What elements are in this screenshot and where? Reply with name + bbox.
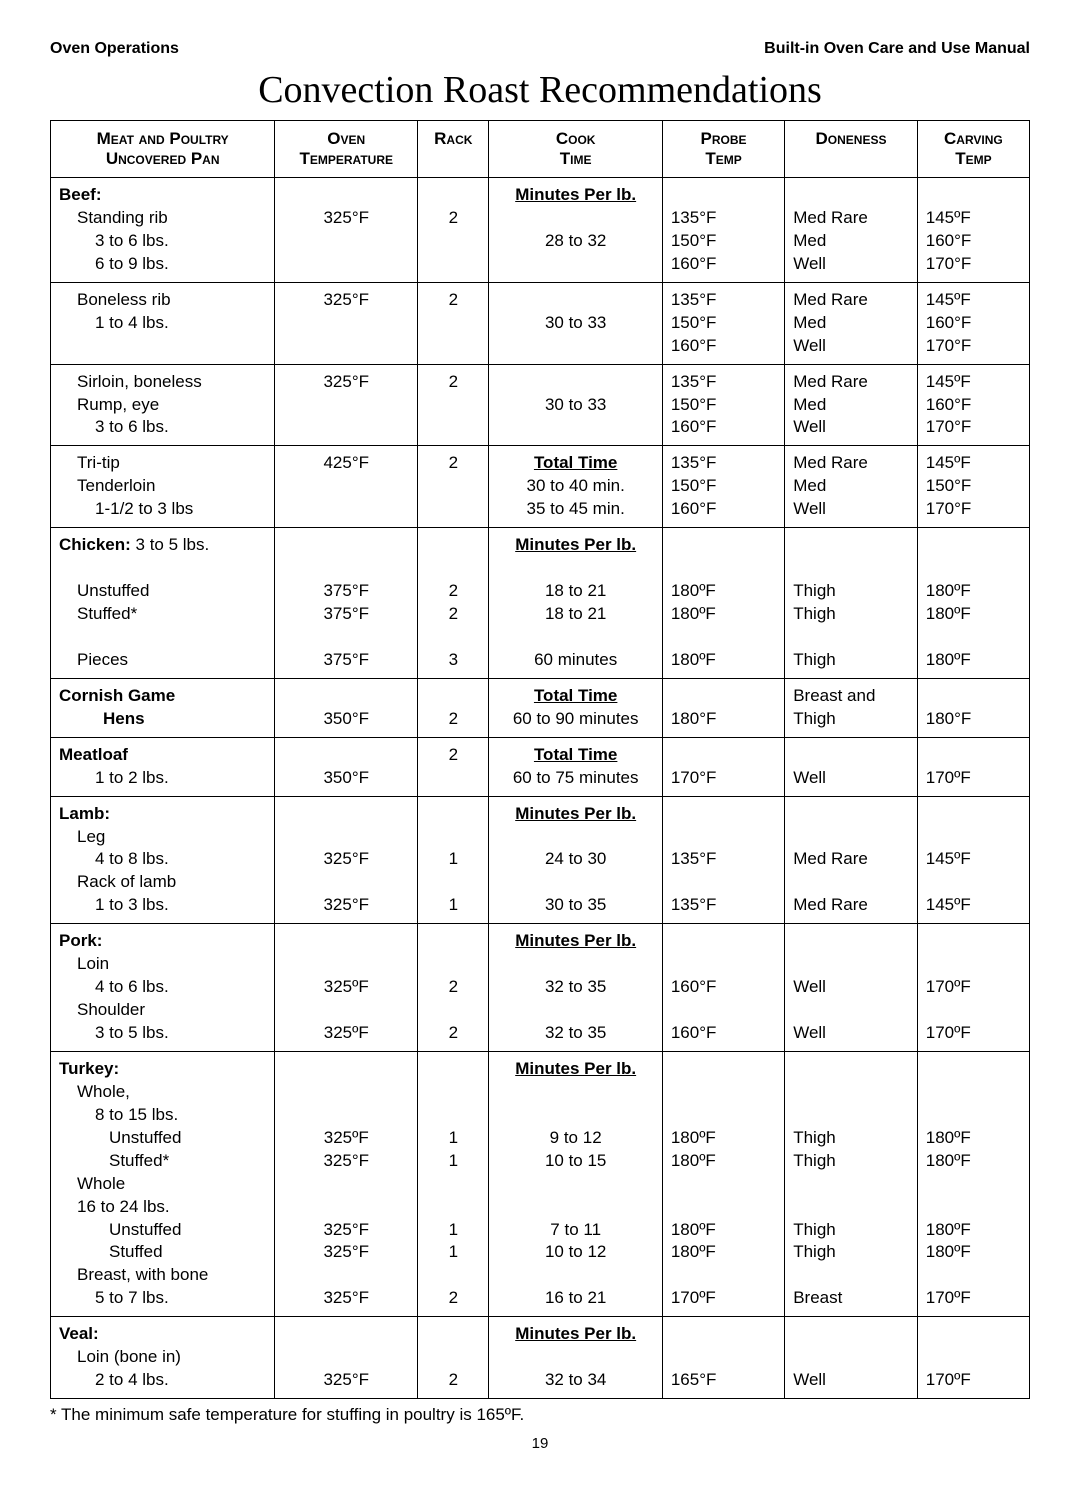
col-header-done: Doneness	[785, 121, 918, 178]
page-title: Convection Roast Recommendations	[50, 68, 1030, 112]
page-number: 19	[50, 1435, 1030, 1452]
col-header-temp: OvenTemperature	[275, 121, 418, 178]
page-header: Oven Operations Built-in Oven Care and U…	[50, 40, 1030, 58]
section-beef: Beef:	[59, 185, 102, 204]
table-row: Veal: Loin (bone in) 2 to 4 lbs. 325°F 2…	[51, 1317, 1030, 1399]
header-right: Built-in Oven Care and Use Manual	[764, 40, 1030, 58]
col-header-probe: ProbeTemp	[662, 121, 784, 178]
section-lamb: Lamb:	[59, 804, 110, 823]
table-row: Pork: Loin 4 to 6 lbs. Shoulder 3 to 5 l…	[51, 924, 1030, 1052]
table-row: Boneless rib 1 to 4 lbs. 325°F 2 30 to 3…	[51, 282, 1030, 364]
roast-table: Meat and PoultryUncovered Pan OvenTemper…	[50, 120, 1030, 1399]
footnote: * The minimum safe temperature for stuff…	[50, 1405, 1030, 1425]
section-cornish: Cornish Game	[59, 686, 175, 705]
section-chicken: Chicken:	[59, 535, 131, 554]
table-row: Cornish Game Hens 350°F 2 Total Time 60 …	[51, 678, 1030, 737]
section-turkey: Turkey:	[59, 1059, 119, 1078]
table-row: Meatloaf 1 to 2 lbs. 350°F 2 Total Time …	[51, 737, 1030, 796]
table-row: Beef: Standing rib 3 to 6 lbs. 6 to 9 lb…	[51, 178, 1030, 283]
table-row: Turkey: Whole, 8 to 15 lbs. Unstuffed St…	[51, 1051, 1030, 1316]
table-row: Sirloin, boneless Rump, eye 3 to 6 lbs. …	[51, 364, 1030, 446]
col-header-rack: Rack	[418, 121, 489, 178]
section-pork: Pork:	[59, 931, 102, 950]
table-row: Tri-tip Tenderloin 1-1/2 to 3 lbs 425°F …	[51, 446, 1030, 528]
table-header-row: Meat and PoultryUncovered Pan OvenTemper…	[51, 121, 1030, 178]
table-row: Chicken: 3 to 5 lbs. Unstuffed Stuffed* …	[51, 528, 1030, 679]
section-veal: Veal:	[59, 1324, 99, 1343]
col-header-carve: CarvingTemp	[917, 121, 1029, 178]
col-header-cook: CookTime	[489, 121, 662, 178]
header-left: Oven Operations	[50, 40, 179, 58]
table-row: Lamb: Leg 4 to 8 lbs. Rack of lamb 1 to …	[51, 796, 1030, 924]
col-header-meat: Meat and PoultryUncovered Pan	[51, 121, 275, 178]
section-meatloaf: Meatloaf	[59, 745, 128, 764]
